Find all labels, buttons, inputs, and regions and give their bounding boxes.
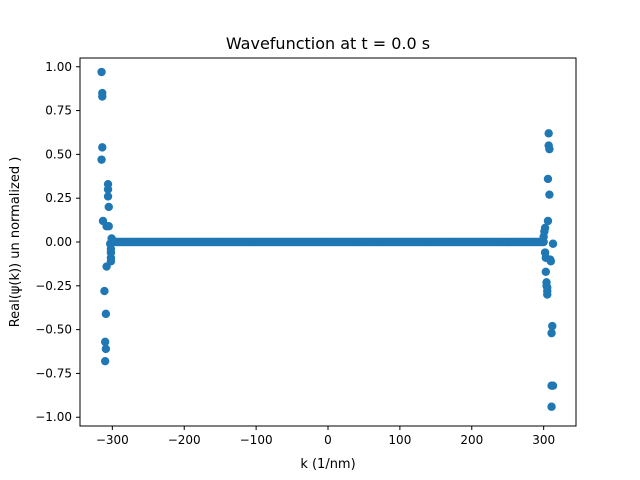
data-point — [543, 283, 552, 292]
y-tick-label: 0.25 — [45, 191, 72, 205]
data-point — [104, 202, 113, 212]
data-point — [546, 257, 556, 266]
data-point — [548, 321, 557, 331]
data-point — [545, 144, 554, 154]
x-tick-label: 200 — [460, 433, 483, 447]
y-axis-ticks: 1.00 0.75 0.50 0.25 0.00 −0.25 −0.50 −0.75 −1.00 — [35, 60, 80, 424]
data-point — [97, 155, 106, 164]
x-axis-ticks: −300 −200 −100 0 100 200 300 — [96, 426, 555, 447]
data-point — [100, 356, 110, 366]
data-point — [541, 267, 551, 276]
y-tick-label: 0.00 — [45, 235, 72, 249]
data-point — [97, 67, 106, 77]
y-tick-label: −1.00 — [35, 410, 72, 424]
x-tick-label: 300 — [532, 433, 555, 447]
data-point — [98, 92, 107, 101]
y-tick-label: 1.00 — [45, 60, 72, 74]
y-tick-label: 0.50 — [45, 147, 72, 161]
data-point — [544, 129, 553, 138]
x-tick-label: −100 — [240, 433, 273, 447]
data-point — [103, 185, 113, 194]
y-tick-label: −0.25 — [35, 279, 72, 293]
chart-title: Wavefunction at t = 0.0 s — [226, 34, 430, 53]
data-point — [540, 223, 550, 233]
data-point — [543, 216, 553, 226]
x-axis-label: k (1/nm) — [300, 457, 355, 472]
data-point — [547, 402, 556, 411]
data-point — [548, 381, 558, 390]
data-point — [543, 290, 552, 299]
x-tick-label: 0 — [324, 433, 332, 447]
scatter-points — [97, 67, 558, 411]
x-tick-label: −200 — [168, 433, 201, 447]
data-point — [106, 257, 116, 266]
data-point — [104, 222, 113, 231]
data-point — [547, 328, 556, 338]
data-point — [545, 190, 554, 199]
x-tick-label: 100 — [388, 433, 411, 447]
data-point — [103, 192, 113, 201]
data-point — [98, 143, 107, 152]
data-point — [101, 309, 111, 319]
x-tick-label: −300 — [96, 433, 129, 447]
y-tick-label: −0.50 — [35, 323, 72, 337]
data-point — [543, 174, 553, 184]
y-axis-label: Real(ψ(k)) un normalized ) — [8, 157, 23, 328]
data-point — [100, 337, 110, 347]
data-point — [548, 239, 558, 248]
data-point — [100, 286, 109, 296]
y-tick-label: 0.75 — [45, 104, 72, 118]
y-tick-label: −0.75 — [35, 366, 72, 380]
data-point — [101, 344, 111, 354]
data-point — [108, 236, 117, 245]
